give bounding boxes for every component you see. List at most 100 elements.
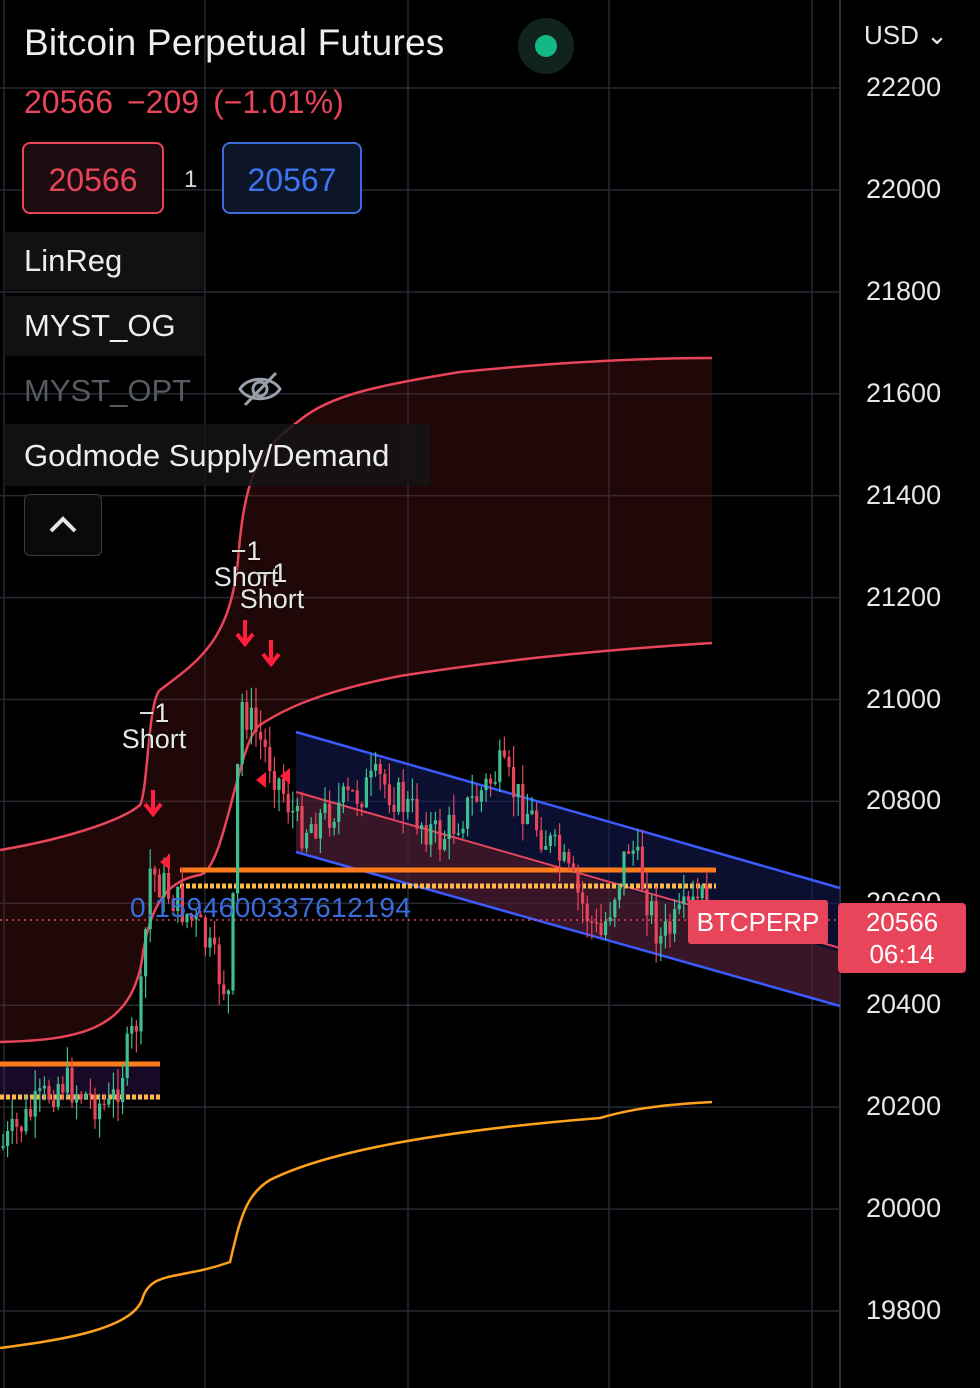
candle-body — [226, 990, 230, 995]
candle-body — [213, 937, 217, 945]
indicator-godmode[interactable]: Godmode Supply/Demand — [24, 438, 390, 473]
signal-triangle-icon — [160, 854, 170, 870]
candle-body — [544, 845, 548, 850]
candle-body — [249, 707, 253, 730]
candle-body — [525, 813, 529, 824]
candle-body — [282, 778, 286, 794]
price-axis-tick: 21400 — [866, 479, 942, 510]
price-change: −209 — [126, 84, 200, 120]
candle-body — [521, 783, 525, 824]
candle-body — [364, 777, 368, 808]
candle-body — [176, 886, 180, 912]
candle-body — [452, 814, 456, 835]
candle-body — [70, 1067, 74, 1103]
candle-body — [107, 1098, 111, 1105]
candle-body — [134, 1025, 138, 1032]
candle-body — [305, 832, 309, 849]
candle-body — [415, 798, 419, 829]
price-axis-tick: 19800 — [866, 1295, 942, 1325]
candle-body — [673, 909, 677, 934]
candle-body — [277, 778, 281, 790]
chevron-down-icon: ⌄ — [918, 20, 948, 50]
candle-body — [346, 786, 350, 791]
upper-band-line — [0, 356, 713, 852]
candle-body — [654, 901, 658, 944]
eye-hidden-icon[interactable] — [236, 368, 284, 415]
indicator-myst-opt[interactable]: MYST_OPT — [24, 373, 192, 408]
candle-body — [512, 767, 516, 798]
candle-body — [581, 892, 585, 904]
candle-body — [180, 886, 184, 923]
candle-body — [144, 929, 148, 977]
candle-body — [337, 802, 341, 822]
indicator-linreg[interactable]: LinReg — [24, 243, 123, 278]
buy-button[interactable]: 20567 — [222, 142, 362, 214]
signal-triangle-icon — [256, 772, 266, 788]
candle-body — [318, 812, 322, 839]
candle-body — [6, 1130, 10, 1147]
candle-body — [631, 850, 635, 854]
candle-body — [438, 820, 442, 850]
candle-body — [328, 803, 332, 828]
candle-body — [56, 1083, 60, 1107]
candle-body — [52, 1099, 56, 1107]
candle-body — [470, 796, 474, 798]
channel-upper-line — [295, 730, 841, 890]
candle-body — [1, 1146, 5, 1148]
candle-body — [351, 790, 355, 792]
candle-body — [401, 782, 405, 813]
candle-body — [479, 790, 483, 802]
lower-band-line — [0, 1100, 713, 1350]
candle-body — [613, 899, 617, 918]
candle-body — [608, 917, 612, 922]
candle-body — [484, 778, 488, 791]
candle-body — [79, 1094, 83, 1099]
candle-body — [456, 833, 460, 835]
candle-body — [691, 896, 695, 902]
channel-lower-fill — [296, 792, 840, 1006]
currency-selector[interactable]: USD ⌄ — [864, 20, 948, 51]
indicator-myst-og[interactable]: MYST_OG — [24, 308, 176, 343]
candle-body — [272, 771, 276, 790]
candle-body — [309, 824, 313, 833]
indicator-row-bg — [4, 296, 204, 356]
candle-body — [323, 803, 327, 813]
sell-button[interactable]: 20566 — [22, 142, 164, 214]
candle-body — [360, 803, 364, 808]
candle-body — [139, 976, 143, 1032]
price-axis-tick: 22000 — [866, 173, 942, 204]
candle-body — [369, 770, 373, 778]
candle-body — [42, 1085, 46, 1089]
candle-body — [378, 763, 382, 775]
short-arrow-icon — [235, 632, 255, 648]
candle-body — [295, 806, 299, 811]
symbol-title[interactable]: Bitcoin Perpetual Futures — [24, 22, 445, 63]
candle-body — [116, 1089, 120, 1103]
short-signal-label: −1 Short — [213, 536, 279, 592]
collapse-indicators-button[interactable] — [24, 494, 102, 556]
candle-body — [268, 747, 272, 772]
candle-body — [410, 798, 414, 801]
candle-body — [130, 1025, 134, 1034]
candle-body — [217, 944, 221, 985]
mid-band-line — [0, 641, 713, 1044]
candle-body — [61, 1083, 65, 1093]
candle-body — [263, 739, 267, 748]
candle-body — [374, 763, 378, 771]
candle-body — [208, 937, 212, 948]
candle-body — [696, 896, 700, 899]
candle-body — [507, 756, 511, 768]
candle-body — [24, 1109, 28, 1132]
candle-body — [47, 1085, 51, 1100]
candle-body — [29, 1109, 33, 1117]
candle-body — [502, 750, 506, 757]
candle-body — [240, 701, 244, 765]
candle-body — [84, 1093, 88, 1099]
price-axis-tick: 22200 — [866, 72, 942, 102]
fib-level-value: 0.15946003376121​94 — [130, 892, 412, 923]
candle-body — [594, 922, 598, 924]
candle-body — [88, 1093, 92, 1095]
signal-triangle-icon — [280, 768, 290, 784]
candle-body — [15, 1118, 19, 1127]
currency-label: USD — [864, 20, 919, 50]
